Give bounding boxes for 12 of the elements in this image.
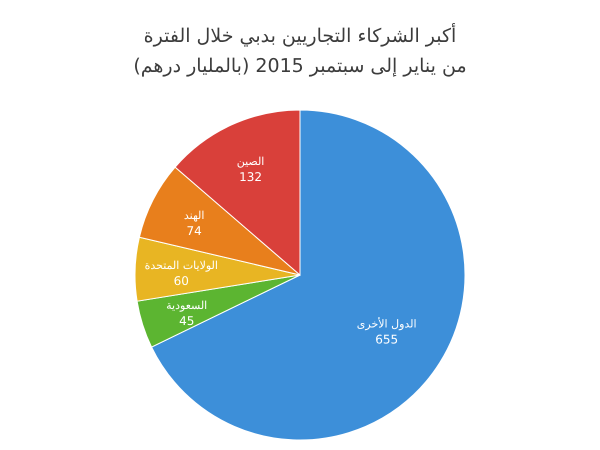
data-label: 74: [186, 224, 202, 238]
slice-label: الدول الأخرى: [356, 316, 417, 330]
data-label: 60: [174, 274, 189, 288]
data-label: 132: [239, 170, 262, 184]
slice-label: السعودية: [166, 298, 208, 312]
data-label: 45: [179, 314, 194, 328]
slice-label: الهند: [184, 209, 204, 222]
chart-subtitle: من يناير إلى سبتمبر 2015 (بالمليار درهم): [133, 55, 467, 77]
slice-label: الصين: [236, 154, 264, 168]
slice-label: الولايات المتحدة: [144, 258, 218, 272]
data-label: 655: [375, 332, 398, 346]
chart-title: أكبر الشركاء التجاريين بدبي خلال الفترة: [144, 23, 456, 47]
